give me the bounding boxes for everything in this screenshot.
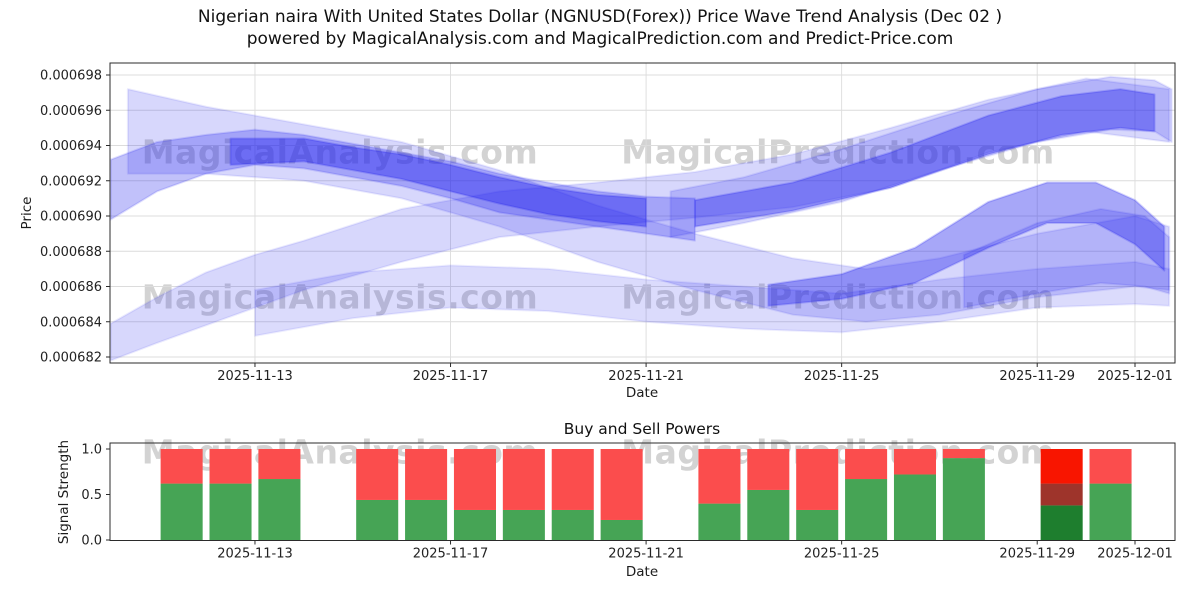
watermark-text: MagicalPrediction.com: [621, 277, 1055, 317]
y-tick-label: 0.000686: [40, 280, 102, 295]
signal-bar-segment: [600, 449, 643, 520]
price-wave-band: [669, 75, 1173, 239]
x-tick-label: 2025-11-25: [804, 547, 880, 562]
signal-bar-segment: [502, 449, 545, 510]
y-tick-label: 0.000698: [40, 69, 102, 84]
signal-bar-segment: [160, 483, 203, 540]
x-tick-label: 2025-11-21: [608, 369, 684, 384]
signal-bar-segment: [209, 483, 252, 540]
signal-bar-segment: [551, 449, 594, 510]
y-tick-label: 0.5: [81, 488, 102, 503]
watermark-text: MagicalPrediction.com: [621, 132, 1055, 172]
x-tick-label: 2025-11-21: [608, 547, 684, 562]
price-wave-band: [110, 128, 696, 242]
x-tick-label: 2025-11-17: [413, 547, 489, 562]
signal-bar-segment: [258, 449, 301, 480]
signal-bar-segment: [942, 449, 985, 459]
x-tick-label: 2025-11-25: [804, 369, 880, 384]
signal-bar-segment: [1040, 483, 1083, 506]
signal-bar-segment: [258, 479, 301, 540]
signal-bar-segment: [698, 449, 741, 504]
signal-bar-segment: [160, 449, 203, 484]
watermark-text: MagicalAnalysis.com: [141, 277, 539, 317]
signal-strength-axis-label: Signal Strength: [56, 439, 72, 545]
signal-bar-segment: [1040, 449, 1083, 484]
signal-bar-segment: [1089, 449, 1132, 484]
signal-bar-segment: [747, 489, 790, 540]
signal-bar-segment: [1040, 505, 1083, 540]
price-wave-band: [693, 88, 1156, 228]
signal-bar-segment: [893, 474, 937, 540]
signal-bar-segment: [405, 449, 448, 500]
date-axis-label-bottom: Date: [625, 564, 659, 580]
chart-title: Nigerian naira With United States Dollar…: [198, 6, 1002, 50]
x-tick-label: 2025-11-29: [999, 369, 1075, 384]
price-wave-band: [767, 181, 1166, 307]
price-wave-band: [110, 77, 1171, 362]
x-tick-label: 2025-12-01: [1097, 369, 1173, 384]
signal-bar-segment: [551, 509, 594, 540]
signal-bar-segment: [405, 499, 448, 540]
price-wave-band: [253, 260, 1171, 337]
signal-bar-segment: [453, 449, 496, 510]
signal-bar-segment: [942, 458, 985, 540]
signal-bar-segment: [893, 449, 937, 475]
y-tick-label: 0.000688: [40, 245, 102, 260]
signal-bar-segment: [356, 449, 399, 500]
y-tick-label: 0.000684: [40, 315, 102, 330]
y-tick-label: 1.0: [81, 443, 102, 458]
chart-title-line-1: Nigerian naira With United States Dollar…: [197, 7, 1003, 27]
watermark-text: MagicalAnalysis.com: [141, 132, 539, 172]
y-tick-label: 0.0: [81, 534, 102, 549]
signal-bar-segment: [356, 499, 399, 540]
signal-bar-segment: [796, 449, 839, 510]
price-wave-band: [126, 88, 1171, 323]
signal-bar-segment: [845, 479, 888, 540]
signal-bar-segment: [845, 449, 888, 480]
subplot-title: Buy and Sell Powers: [563, 420, 721, 438]
y-tick-label: 0.000692: [40, 174, 102, 189]
x-tick-label: 2025-11-13: [217, 369, 293, 384]
signal-bar-segment: [747, 449, 790, 490]
bottom-plot-border: [109, 442, 1176, 541]
signal-bar-segment: [209, 449, 252, 484]
y-tick-label: 0.000690: [40, 210, 102, 225]
chart-title-line-2: powered by MagicalAnalysis.com and Magic…: [246, 29, 954, 49]
x-tick-label: 2025-11-13: [217, 547, 293, 562]
signal-bar-segment: [453, 509, 496, 540]
price-axis-label: Price: [19, 196, 35, 230]
signal-bar-segment: [600, 519, 643, 540]
signal-bar-segment: [502, 509, 545, 540]
x-tick-label: 2025-11-17: [413, 369, 489, 384]
y-tick-label: 0.000682: [40, 351, 102, 366]
x-tick-label: 2025-11-29: [999, 547, 1075, 562]
date-axis-label-top: Date: [625, 385, 659, 401]
signal-bar-segment: [796, 509, 839, 540]
price-wave-band: [229, 137, 648, 228]
y-tick-label: 0.000694: [40, 139, 102, 154]
signal-bar-segment: [698, 503, 741, 540]
price-wave-band: [962, 207, 1171, 309]
y-tick-label: 0.000696: [40, 104, 102, 119]
band-group: [110, 75, 1173, 362]
x-tick-label: 2025-12-01: [1097, 547, 1173, 562]
top-plot-border: [109, 62, 1176, 364]
signal-bar-segment: [1089, 483, 1132, 540]
